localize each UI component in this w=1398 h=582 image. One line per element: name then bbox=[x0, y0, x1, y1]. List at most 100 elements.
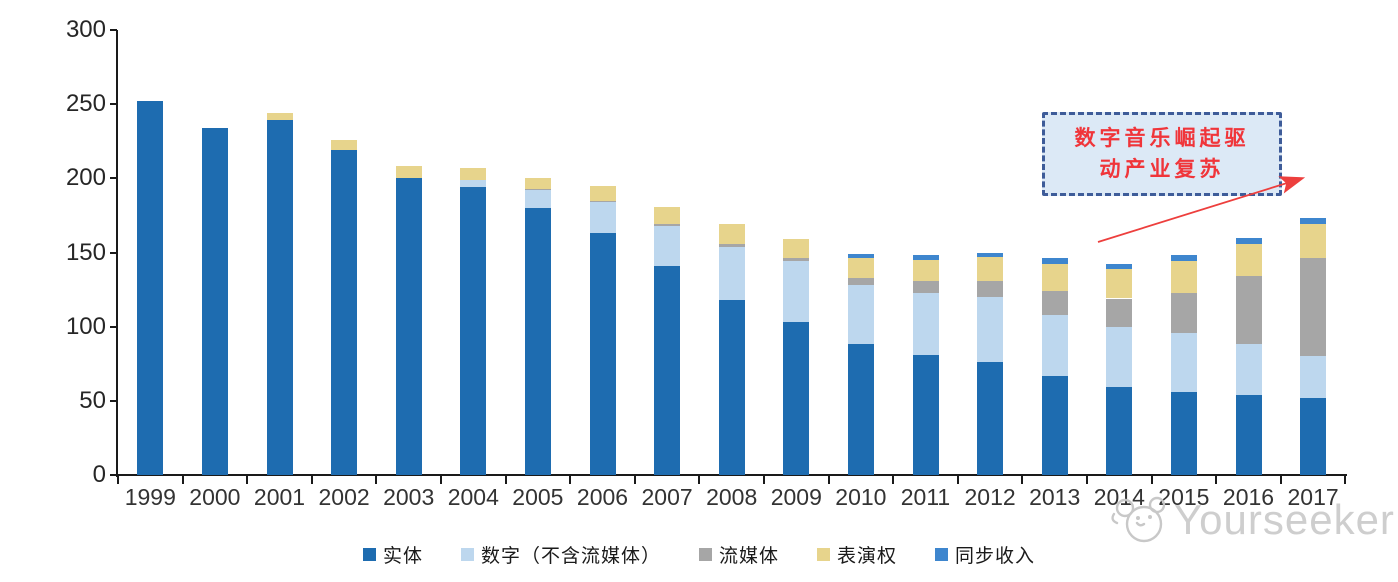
legend-label: 实体 bbox=[382, 545, 423, 567]
bar-segment-流媒体 bbox=[977, 280, 1004, 297]
bar-segment-表演权 bbox=[654, 206, 681, 225]
bar-segment-同步收入 bbox=[1041, 258, 1068, 265]
bar-segment-表演权 bbox=[460, 167, 487, 180]
x-tick-label: 2015 bbox=[1158, 484, 1210, 510]
bar-segment-数字（不含流媒体） bbox=[1041, 314, 1068, 376]
bar-segment-实体 bbox=[201, 127, 228, 475]
bar-segment-流媒体 bbox=[589, 200, 616, 203]
bar-segment-表演权 bbox=[847, 258, 874, 278]
x-tick-mark bbox=[633, 476, 636, 484]
x-tick-mark bbox=[1150, 476, 1153, 484]
bar-segment-实体 bbox=[654, 265, 681, 475]
bar-segment-同步收入 bbox=[912, 255, 939, 260]
y-tick-label: 0 bbox=[92, 461, 106, 488]
bar-segment-实体 bbox=[977, 362, 1004, 475]
bar-segment-数字（不含流媒体） bbox=[718, 246, 745, 300]
legend-swatch-icon bbox=[817, 547, 830, 561]
bar-segment-同步收入 bbox=[977, 252, 1004, 257]
bar-2014 bbox=[1106, 264, 1133, 475]
bar-2007 bbox=[654, 206, 681, 475]
x-tick-label: 2004 bbox=[447, 484, 499, 510]
legend-label: 表演权 bbox=[837, 545, 898, 567]
bar-2009 bbox=[783, 239, 810, 475]
bar-segment-表演权 bbox=[266, 113, 293, 121]
bar-segment-实体 bbox=[1106, 387, 1133, 475]
x-tick-label: 2014 bbox=[1093, 484, 1145, 510]
x-tick-mark bbox=[504, 476, 507, 484]
bar-segment-流媒体 bbox=[718, 243, 745, 247]
bar-2017 bbox=[1300, 218, 1327, 475]
bar-2008 bbox=[718, 224, 745, 475]
x-tick-label: 1999 bbox=[124, 484, 176, 510]
bar-segment-数字（不含流媒体） bbox=[1300, 356, 1327, 398]
bar-segment-流媒体 bbox=[847, 277, 874, 286]
bar-segment-表演权 bbox=[524, 178, 551, 189]
x-tick-mark bbox=[1215, 476, 1218, 484]
annotation-line1: 数字音乐崛起驱 bbox=[1074, 127, 1250, 150]
bar-2012 bbox=[977, 252, 1004, 475]
bar-segment-数字（不含流媒体） bbox=[1235, 344, 1262, 395]
legend-swatch-icon bbox=[460, 547, 474, 561]
bar-1999 bbox=[137, 101, 164, 475]
legend-swatch-icon bbox=[698, 547, 712, 561]
x-tick-label: 2011 bbox=[900, 484, 951, 510]
y-tick-mark bbox=[110, 474, 117, 476]
bar-2002 bbox=[331, 139, 358, 475]
bar-segment-表演权 bbox=[718, 224, 745, 244]
legend-swatch-icon bbox=[935, 547, 949, 561]
y-tick-mark bbox=[110, 399, 117, 402]
x-tick-mark bbox=[117, 476, 119, 484]
bar-segment-实体 bbox=[718, 299, 745, 475]
bar-segment-流媒体 bbox=[1300, 258, 1327, 357]
x-tick-mark bbox=[375, 476, 378, 484]
bar-2011 bbox=[912, 255, 939, 475]
x-axis-line bbox=[116, 474, 1347, 476]
bar-segment-同步收入 bbox=[1235, 237, 1262, 244]
legend-swatch-icon bbox=[362, 547, 376, 561]
bar-segment-数字（不含流媒体） bbox=[977, 297, 1004, 363]
bar-segment-流媒体 bbox=[524, 188, 551, 191]
x-tick-mark bbox=[892, 476, 895, 484]
x-tick-label: 2000 bbox=[189, 484, 241, 510]
bar-segment-实体 bbox=[137, 101, 164, 475]
bar-segment-数字（不含流媒体） bbox=[912, 292, 939, 355]
bar-segment-数字（不含流媒体） bbox=[847, 285, 874, 345]
bar-segment-数字（不含流媒体） bbox=[1170, 332, 1197, 392]
bar-segment-实体 bbox=[460, 187, 487, 475]
x-tick-mark bbox=[181, 476, 184, 484]
x-tick-mark bbox=[246, 476, 249, 484]
bar-segment-表演权 bbox=[977, 256, 1004, 281]
bar-2013 bbox=[1041, 258, 1068, 475]
bar-2016 bbox=[1235, 237, 1262, 475]
bar-segment-表演权 bbox=[783, 239, 810, 259]
bar-segment-表演权 bbox=[1170, 261, 1197, 293]
bar-segment-流媒体 bbox=[912, 280, 939, 293]
legend-item: 实体 bbox=[362, 541, 423, 568]
bar-segment-表演权 bbox=[1106, 268, 1133, 299]
bar-2015 bbox=[1170, 255, 1197, 475]
legend-label: 同步收入 bbox=[955, 545, 1036, 567]
x-tick-label: 2012 bbox=[964, 484, 1016, 510]
y-axis-line bbox=[116, 30, 118, 477]
bar-segment-数字（不含流媒体） bbox=[460, 179, 487, 188]
bar-2001 bbox=[266, 113, 293, 475]
bar-segment-实体 bbox=[395, 178, 422, 475]
x-tick-mark bbox=[956, 476, 959, 484]
y-tick-mark bbox=[110, 251, 117, 254]
bar-segment-同步收入 bbox=[1106, 264, 1133, 269]
x-tick-mark bbox=[827, 476, 830, 484]
x-tick-label: 2017 bbox=[1287, 484, 1339, 510]
x-tick-label: 2001 bbox=[253, 484, 306, 510]
y-tick-mark bbox=[110, 103, 117, 106]
annotation-line2: 动产业复苏 bbox=[1099, 158, 1225, 181]
y-tick-mark bbox=[110, 29, 117, 31]
y-tick-label: 100 bbox=[65, 312, 106, 340]
x-tick-label: 2005 bbox=[512, 484, 564, 510]
y-tick-mark bbox=[110, 177, 117, 180]
bar-segment-表演权 bbox=[589, 185, 616, 201]
x-tick-label: 2010 bbox=[835, 484, 887, 510]
x-tick-label: 2013 bbox=[1029, 484, 1081, 510]
x-tick-mark bbox=[569, 476, 572, 484]
x-tick-mark bbox=[1279, 476, 1282, 484]
